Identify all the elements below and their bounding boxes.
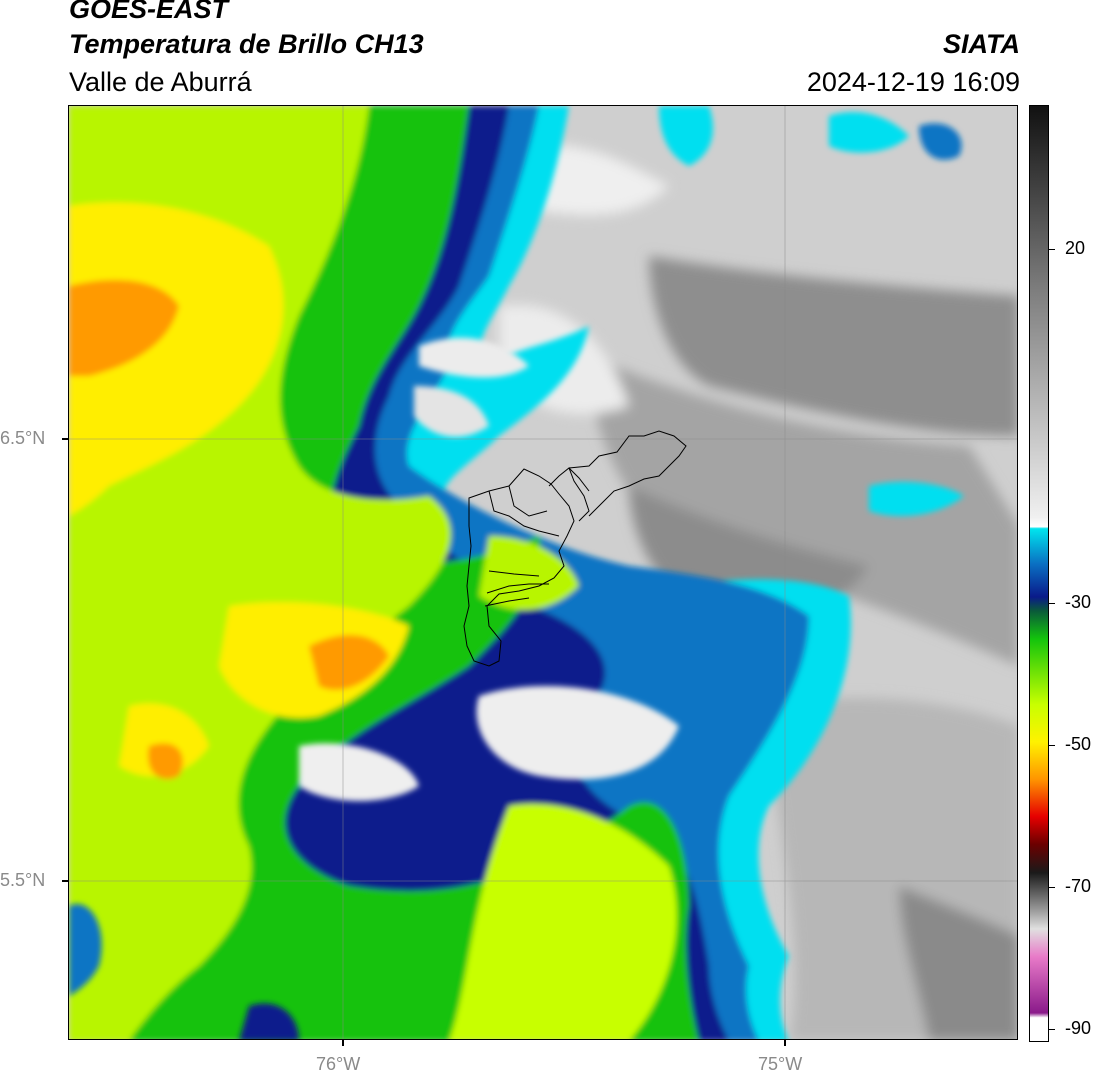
satellite-map[interactable] — [68, 105, 1018, 1040]
organization-label: SIATA — [943, 29, 1020, 59]
product-title: Temperatura de Brillo CH13 — [69, 29, 424, 59]
lon-label: 75°W — [758, 1054, 803, 1074]
lat-label: 5.5°N — [0, 870, 46, 890]
colorbar-tick — [1049, 603, 1055, 604]
colorbar-label: 20 — [1065, 238, 1086, 258]
lon-label: 76°W — [316, 1054, 361, 1074]
brightness-temperature-field — [69, 106, 1017, 1039]
lat-tick — [62, 438, 68, 440]
colorbar-tick — [1049, 1029, 1055, 1030]
satellite-title: GOES-EAST — [69, 0, 229, 24]
colorbar-tick — [1049, 745, 1055, 746]
lat-label: 6.5°N — [0, 428, 46, 448]
municipality-boundaries — [463, 430, 687, 667]
gridlines — [69, 106, 1017, 1039]
region-label: Valle de Aburrá — [69, 67, 252, 97]
colorbar-label: -50 — [1065, 734, 1092, 754]
colorbar-tick — [1049, 887, 1055, 888]
lat-tick — [62, 880, 68, 882]
colorbar-label: -70 — [1065, 876, 1092, 896]
lon-tick — [342, 1040, 344, 1046]
colorbar-label: -30 — [1065, 592, 1092, 612]
colorbar-tick — [1049, 249, 1055, 250]
colorbar-label: -90 — [1065, 1018, 1092, 1038]
timestamp-label: 2024-12-19 16:09 — [806, 67, 1020, 97]
temperature-colorbar — [1029, 105, 1049, 1042]
lon-tick — [784, 1040, 786, 1046]
